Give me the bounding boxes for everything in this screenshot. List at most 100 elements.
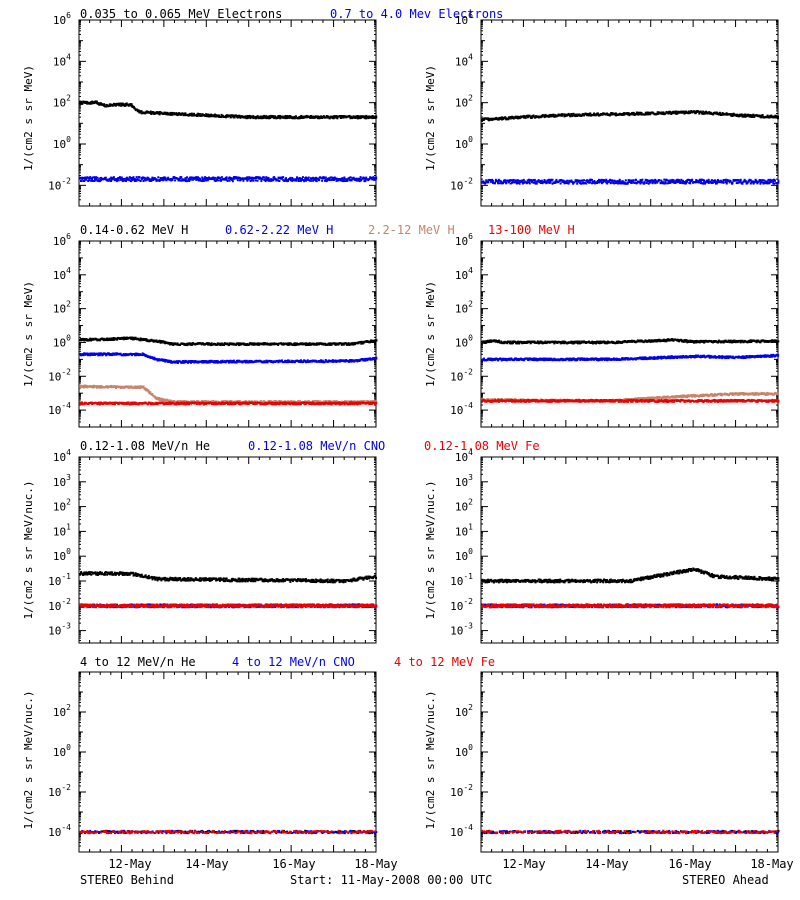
data-point (366, 359, 369, 362)
data-point (176, 360, 179, 363)
data-point (537, 179, 540, 182)
data-point (286, 115, 289, 118)
data-point (150, 179, 153, 182)
data-point (104, 178, 107, 181)
data-point (79, 403, 82, 406)
data-point (170, 342, 173, 344)
data-point (147, 177, 150, 180)
data-point (82, 384, 85, 387)
data-point (112, 102, 115, 105)
y-tick-exponent: -2 (463, 176, 473, 185)
data-point (273, 400, 276, 403)
data-point (485, 117, 488, 120)
data-point (350, 179, 353, 181)
data-point (723, 113, 726, 116)
data-point (200, 343, 203, 346)
data-point (355, 115, 358, 118)
data-point (369, 357, 372, 360)
data-point (289, 361, 291, 363)
data-point (501, 118, 503, 121)
data-point (339, 360, 342, 363)
data-point (546, 115, 549, 118)
data-point (299, 115, 301, 118)
data-point (84, 384, 86, 387)
data-point (165, 111, 168, 114)
data-point (583, 113, 586, 116)
data-point (500, 180, 503, 183)
data-point (214, 176, 217, 179)
data-point (369, 177, 372, 180)
data-point (174, 342, 177, 345)
data-point (315, 177, 318, 180)
data-point (271, 342, 274, 345)
data-point (182, 179, 185, 182)
data-point (269, 115, 272, 118)
data-point (256, 400, 259, 403)
data-point (277, 177, 280, 180)
data-point (316, 342, 318, 345)
data-point (212, 176, 215, 179)
data-point (140, 353, 143, 356)
data-point (269, 342, 272, 345)
data-point (689, 182, 692, 185)
data-point (256, 360, 259, 363)
data-point (559, 182, 562, 185)
data-point (770, 115, 773, 118)
data-point (311, 115, 314, 118)
data-point (263, 361, 266, 364)
data-point (512, 181, 515, 184)
data-point (511, 115, 514, 118)
data-point (675, 112, 678, 115)
data-point (154, 358, 157, 361)
data-point (175, 360, 178, 363)
data-point (188, 179, 191, 182)
data-point (618, 178, 621, 181)
data-point (123, 337, 126, 340)
data-point (102, 352, 105, 355)
data-point (351, 342, 354, 345)
data-point (162, 359, 165, 362)
data-point (695, 181, 698, 184)
data-point (91, 353, 93, 356)
data-point (160, 111, 163, 114)
data-point (710, 182, 713, 184)
data-point (676, 111, 679, 114)
data-point (740, 113, 743, 116)
data-point (246, 343, 249, 345)
data-point (336, 115, 339, 118)
data-point (209, 115, 211, 118)
data-point (737, 179, 740, 182)
data-point (163, 340, 166, 343)
data-point (617, 113, 620, 116)
data-point (213, 360, 216, 363)
data-point (249, 180, 252, 182)
data-point (291, 176, 294, 179)
data-point (138, 339, 141, 341)
data-point (214, 180, 217, 182)
data-point (127, 353, 130, 356)
data-point (520, 180, 522, 183)
data-point (159, 397, 162, 400)
data-point (122, 353, 125, 355)
data-point (153, 358, 156, 361)
data-point (146, 340, 149, 343)
data-point (204, 342, 207, 345)
data-point (284, 342, 287, 345)
data-point (112, 177, 115, 180)
data-point (143, 176, 146, 179)
data-point (268, 178, 271, 181)
data-point (320, 361, 323, 363)
data-point (202, 342, 205, 345)
data-point (175, 113, 178, 116)
data-point (183, 360, 186, 363)
data-point (220, 113, 223, 116)
data-point (671, 181, 674, 184)
data-point (248, 176, 251, 179)
data-point (286, 359, 289, 362)
data-point (768, 115, 771, 118)
data-point (229, 359, 232, 362)
data-point (518, 117, 521, 120)
data-point (81, 178, 84, 181)
data-point (184, 180, 187, 183)
data-point (213, 178, 216, 181)
